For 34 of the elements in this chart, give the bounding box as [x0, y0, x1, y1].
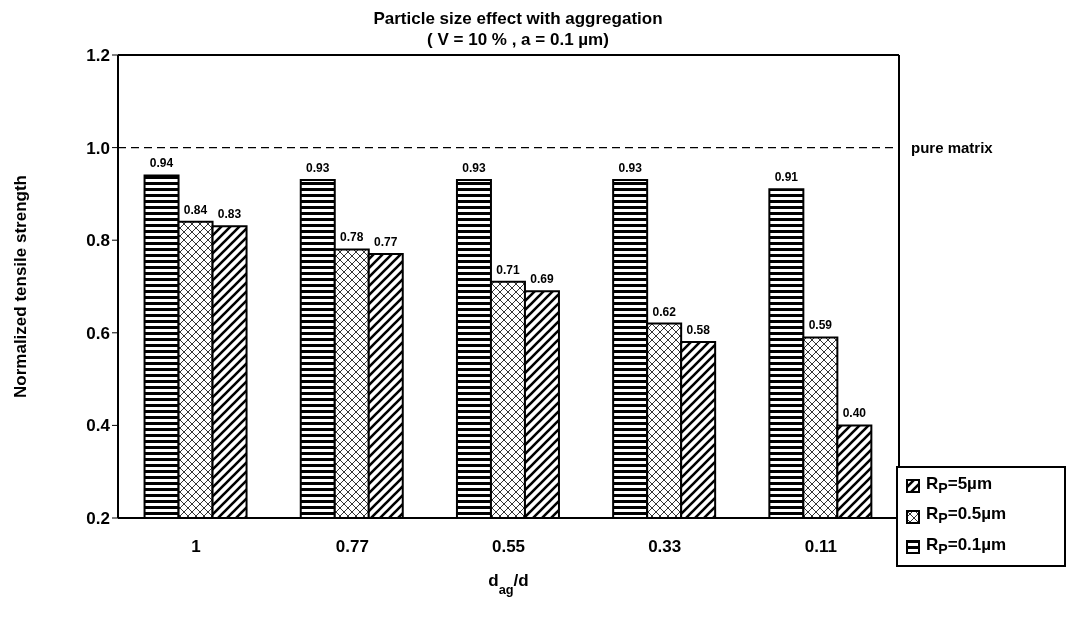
legend-label: R$_{P}$=0.1µm — [926, 533, 1007, 560]
y-tick-label: 0.6 — [86, 323, 110, 343]
y-tick-label: 0.2 — [86, 509, 110, 529]
x-tick-label: 0.77 — [335, 537, 369, 557]
data-label: 0.93 — [306, 161, 330, 176]
ref-line-label: pure matrix — [911, 138, 994, 156]
chart-subtitle: ( V = 10 % , a = 0.1 µm) — [426, 29, 610, 50]
data-label: 0.78 — [340, 230, 364, 245]
y-tick-label: 1.2 — [86, 46, 110, 66]
data-label: 0.58 — [686, 323, 711, 338]
data-label: 0.93 — [618, 161, 643, 176]
data-label: 0.93 — [462, 161, 486, 176]
x-tick-label: 0.33 — [648, 537, 682, 557]
data-label: 0.77 — [374, 235, 398, 250]
y-axis-title: Normalized tensile strength — [11, 175, 31, 398]
y-tick-label: 1.0 — [86, 138, 110, 158]
data-label: 0.83 — [217, 207, 242, 222]
x-tick-label: 1 — [191, 537, 201, 557]
legend-label: R$_{P}$=0.5µm — [926, 503, 1007, 529]
x-tick-label: 0.11 — [804, 537, 837, 557]
data-label: 0.59 — [808, 318, 833, 333]
data-label: 0.84 — [183, 202, 208, 217]
chart-title: Particle size effect with aggregation — [372, 8, 664, 29]
data-label: 0.40 — [842, 406, 867, 421]
x-tick-label: 0.55 — [491, 537, 526, 557]
data-label: 0.69 — [530, 272, 554, 287]
data-label: 0.91 — [774, 170, 799, 185]
legend-label: R$_{P}$=5µm — [926, 473, 993, 499]
data-label: 0.62 — [652, 304, 677, 319]
y-tick-label: 0.8 — [86, 231, 110, 251]
data-label: 0.71 — [496, 262, 520, 277]
y-tick-label: 0.4 — [86, 416, 111, 436]
data-label: 0.94 — [149, 156, 174, 171]
x-axis-title: d$_{ag}$/d — [488, 571, 529, 597]
